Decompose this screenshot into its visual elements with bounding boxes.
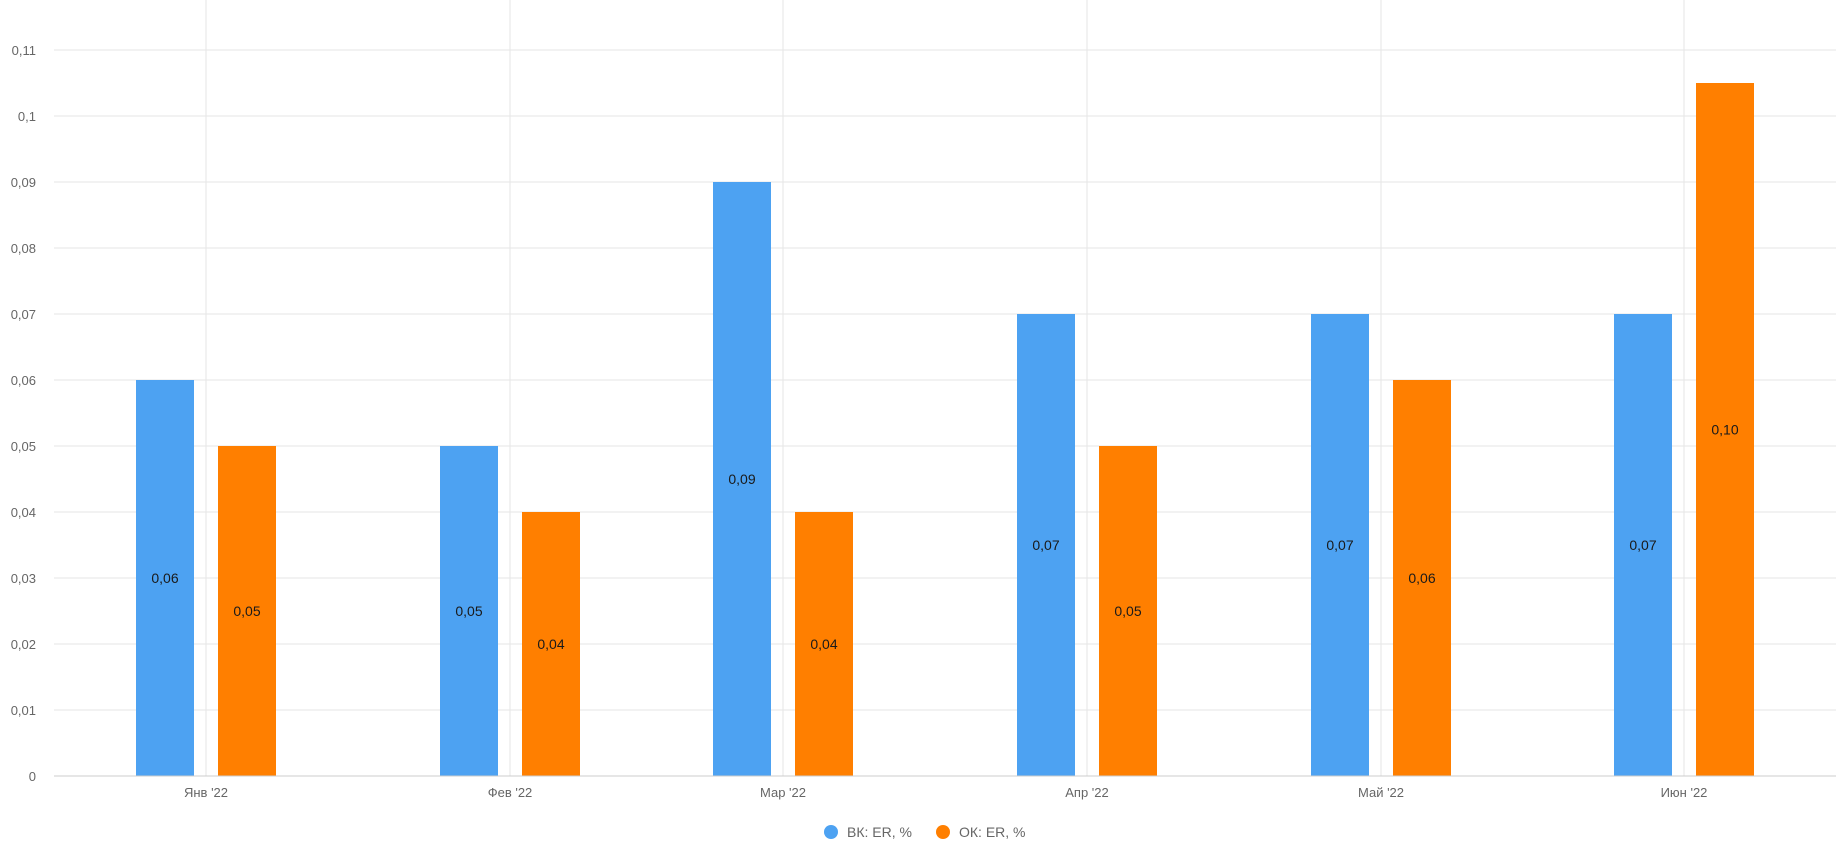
legend-item-ok[interactable]: ОК: ER, % xyxy=(936,824,1026,840)
bar-vk[interactable] xyxy=(1017,314,1075,776)
data-label: 0,07 xyxy=(1326,537,1353,553)
data-label: 0,04 xyxy=(537,636,564,652)
x-tick-label: Май '22 xyxy=(1358,785,1404,800)
y-tick-label: 0,11 xyxy=(12,43,36,58)
legend-item-vk[interactable]: ВК: ER, % xyxy=(824,824,912,840)
legend-swatch xyxy=(936,825,950,839)
legend-label: ВК: ER, % xyxy=(847,824,912,840)
y-tick-label: 0,04 xyxy=(11,505,36,520)
axes: 0 0,01 0,02 0,03 0,04 0,05 0,06 0,07 0,08 0,09 0,1… xyxy=(11,43,1836,800)
bar-ok[interactable] xyxy=(795,512,853,776)
legend: ВК: ER, % ОК: ER, % xyxy=(824,824,1026,840)
y-tick-label: 0,06 xyxy=(11,373,36,388)
x-tick-label: Мар '22 xyxy=(760,785,806,800)
y-tick-label: 0 xyxy=(29,769,36,784)
data-label: 0,06 xyxy=(151,570,178,586)
y-tick-label: 0,01 xyxy=(11,703,36,718)
y-tick-label: 0,1 xyxy=(18,109,36,124)
data-label: 0,05 xyxy=(1114,603,1141,619)
y-tick-label: 0,05 xyxy=(11,439,36,454)
x-tick-label: Янв '22 xyxy=(184,785,228,800)
bar-vk[interactable] xyxy=(440,446,498,776)
bar-ok[interactable] xyxy=(1393,380,1451,776)
y-tick-label: 0,02 xyxy=(11,637,36,652)
y-tick-label: 0,03 xyxy=(11,571,36,586)
x-tick-label: Фев '22 xyxy=(488,785,533,800)
data-labels: 0,06 0,05 0,09 0,07 0,07 0,07 0,05 0,04 0,04 0,05… xyxy=(151,422,1738,653)
bar-ok[interactable] xyxy=(522,512,580,776)
bar-ok[interactable] xyxy=(218,446,276,776)
bars xyxy=(136,83,1754,776)
bar-vk[interactable] xyxy=(713,182,771,776)
legend-label: ОК: ER, % xyxy=(959,824,1026,840)
bar-ok[interactable] xyxy=(1099,446,1157,776)
data-label: 0,07 xyxy=(1032,537,1059,553)
data-label: 0,06 xyxy=(1408,570,1435,586)
y-tick-label: 0,07 xyxy=(11,307,36,322)
y-tick-label: 0,09 xyxy=(11,175,36,190)
data-label: 0,05 xyxy=(233,603,260,619)
y-tick-label: 0,08 xyxy=(11,241,36,256)
data-label: 0,10 xyxy=(1711,422,1738,438)
data-label: 0,07 xyxy=(1629,537,1656,553)
data-label: 0,05 xyxy=(455,603,482,619)
bar-vk[interactable] xyxy=(1311,314,1369,776)
x-tick-label: Июн '22 xyxy=(1661,785,1708,800)
bar-ok[interactable] xyxy=(1696,83,1754,776)
legend-swatch xyxy=(824,825,838,839)
bar-vk[interactable] xyxy=(1614,314,1672,776)
data-label: 0,04 xyxy=(810,636,837,652)
x-tick-label: Апр '22 xyxy=(1065,785,1109,800)
grid-lines xyxy=(54,0,1836,776)
bar-vk[interactable] xyxy=(136,380,194,776)
data-label: 0,09 xyxy=(728,471,755,487)
